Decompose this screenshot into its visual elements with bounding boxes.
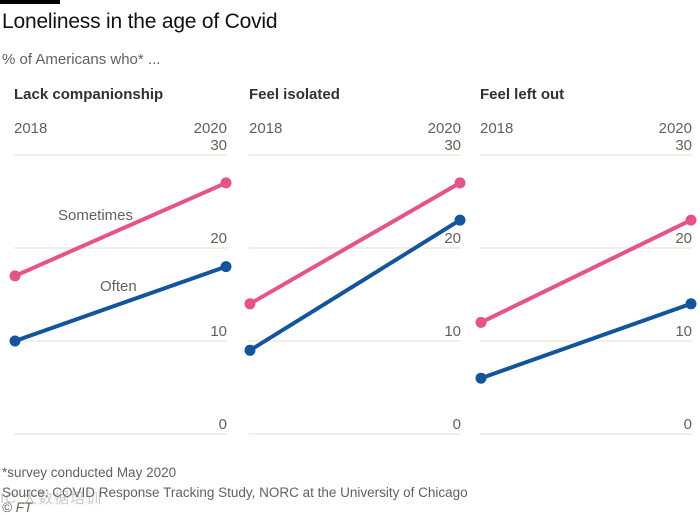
footnote: *survey conducted May 2020 <box>2 465 177 480</box>
x-tick-label: 2018 <box>249 120 283 137</box>
y-tick-label: 20 <box>675 230 692 247</box>
series-line-sometimes <box>249 181 461 306</box>
y-tick-label: 20 <box>444 230 461 247</box>
slope-chart: 30 20 10 0 <box>244 137 466 435</box>
data-point-sometimes <box>454 177 466 189</box>
x-tick-label: 2020 <box>658 120 692 137</box>
data-point-sometimes <box>9 270 21 282</box>
y-tick-label: 10 <box>444 323 461 340</box>
x-tick-label: 2018 <box>480 120 514 137</box>
ft-top-bar <box>0 0 60 4</box>
series-inline-label: Sometimes <box>58 207 134 224</box>
watermark: IC 大数据培训 <box>0 490 103 507</box>
series-line-often <box>14 264 227 343</box>
chart-panel: Lack companionship 2018 2020 30 20 10 0 Sometim… <box>9 86 232 456</box>
data-point-often <box>454 214 466 226</box>
y-tick-label: 0 <box>453 416 461 433</box>
source-line: Source: COVID Response Tracking Study, N… <box>2 485 468 500</box>
x-tick-label: 2020 <box>193 120 227 137</box>
y-tick-label: 10 <box>675 323 692 340</box>
x-axis-labels: 2018 2020 <box>480 120 692 137</box>
chart-panel: Feel left out 2018 2020 30 20 10 0 <box>475 86 697 456</box>
chart-panel: Feel isolated 2018 2020 30 20 10 0 <box>244 86 466 456</box>
data-point-sometimes <box>244 298 256 310</box>
data-point-often <box>9 335 21 347</box>
panel-title: Feel left out <box>480 86 565 103</box>
data-point-often <box>685 298 697 310</box>
x-tick-label: 2020 <box>427 120 461 137</box>
series-line-often <box>248 218 462 352</box>
chart-title: Loneliness in the age of Covid <box>2 10 278 33</box>
slope-chart: 30 20 10 0 <box>475 137 697 435</box>
data-point-sometimes <box>220 177 232 189</box>
series-line-often <box>480 301 692 381</box>
y-tick-label: 10 <box>210 323 227 340</box>
y-tick-label: 0 <box>219 416 227 433</box>
panel-title: Lack companionship <box>14 86 164 103</box>
data-point-often <box>244 344 256 356</box>
x-tick-label: 2018 <box>14 120 48 137</box>
y-tick-label: 30 <box>210 137 227 154</box>
x-axis-labels: 2018 2020 <box>14 120 227 137</box>
panel-title: Feel isolated <box>249 86 340 103</box>
data-point-often <box>475 372 487 384</box>
y-tick-label: 30 <box>444 137 461 154</box>
data-point-sometimes <box>475 316 487 328</box>
series-inline-label: Often <box>100 278 137 295</box>
y-tick-label: 30 <box>675 137 692 154</box>
y-tick-label: 20 <box>210 230 227 247</box>
series-line-sometimes <box>480 218 692 325</box>
y-tick-label: 0 <box>684 416 692 433</box>
data-point-sometimes <box>685 214 697 226</box>
data-point-often <box>220 261 232 273</box>
chart-subtitle: % of Americans who* ... <box>2 51 161 68</box>
series-line-sometimes <box>14 181 227 278</box>
x-axis-labels: 2018 2020 <box>249 120 461 137</box>
ft-copyright: © FT <box>2 500 33 515</box>
slope-chart: 30 20 10 0 <box>9 137 232 435</box>
